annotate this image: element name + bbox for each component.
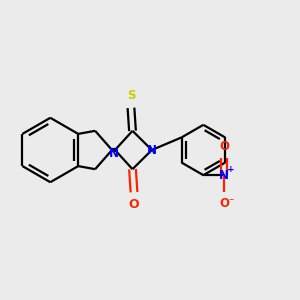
- Text: O: O: [219, 140, 229, 153]
- Text: +: +: [227, 165, 235, 174]
- Text: N: N: [147, 143, 157, 157]
- Text: O: O: [129, 198, 139, 211]
- Text: N: N: [109, 147, 119, 160]
- Text: S: S: [127, 89, 135, 102]
- Text: ⁻: ⁻: [228, 197, 233, 208]
- Text: N: N: [219, 169, 229, 182]
- Text: O: O: [219, 197, 229, 210]
